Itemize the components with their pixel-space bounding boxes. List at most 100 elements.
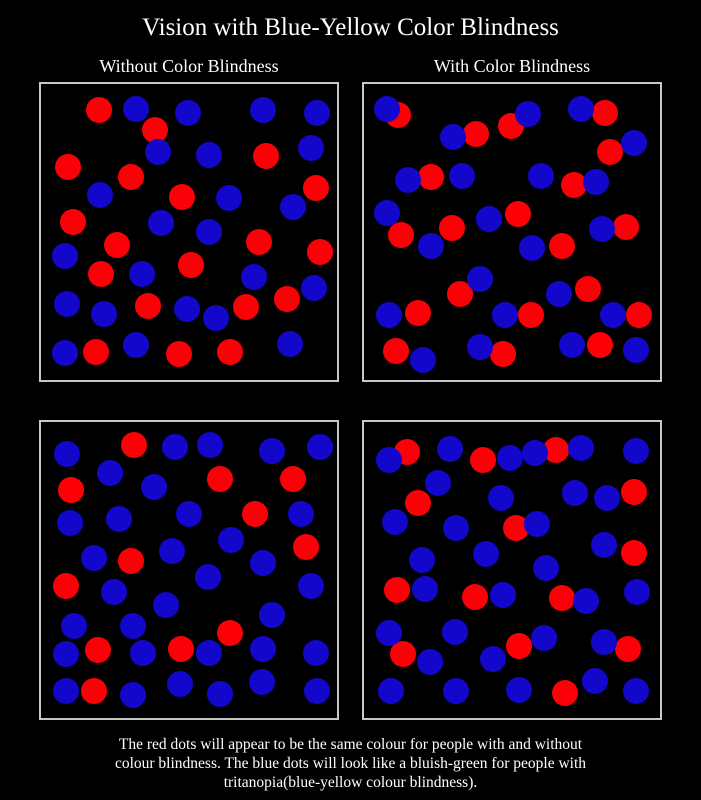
dot-blue — [376, 302, 402, 328]
dot-blue — [196, 640, 222, 666]
dot-blue — [440, 124, 466, 150]
dot-blue — [130, 640, 156, 666]
dot-red — [293, 534, 319, 560]
dot-blue — [378, 678, 404, 704]
caption-line: colour blindness. The blue dots will loo… — [0, 754, 701, 773]
dot-blue — [559, 332, 585, 358]
dot-blue — [488, 485, 514, 511]
dot-red — [388, 222, 414, 248]
dot-red — [169, 184, 195, 210]
dot-blue — [53, 678, 79, 704]
dot-blue — [524, 511, 550, 537]
dot-red — [615, 636, 641, 662]
dot-blue — [153, 592, 179, 618]
dot-blue — [196, 219, 222, 245]
dot-blue — [203, 305, 229, 331]
dot-blue — [562, 480, 588, 506]
dot-blue — [123, 96, 149, 122]
dot-blue — [298, 135, 324, 161]
dot-red — [58, 477, 84, 503]
dot-blue — [582, 668, 608, 694]
dot-red — [384, 577, 410, 603]
dot-blue — [304, 678, 330, 704]
dot-blue — [106, 506, 132, 532]
dot-blue — [250, 550, 276, 576]
dot-blue — [490, 582, 516, 608]
dot-blue — [591, 629, 617, 655]
dot-blue — [176, 501, 202, 527]
dot-blue — [196, 142, 222, 168]
dot-blue — [301, 275, 327, 301]
dot-red — [166, 341, 192, 367]
dot-blue — [623, 678, 649, 704]
dot-blue — [303, 640, 329, 666]
dot-blue — [412, 576, 438, 602]
dot-blue — [443, 678, 469, 704]
dot-blue — [241, 264, 267, 290]
dot-red — [621, 540, 647, 566]
dot-red — [121, 432, 147, 458]
dot-red — [60, 209, 86, 235]
dot-blue — [249, 669, 275, 695]
dot-red — [303, 175, 329, 201]
dot-red — [135, 293, 161, 319]
dot-red — [439, 215, 465, 241]
panel-bottom-left — [39, 420, 339, 720]
dot-red — [575, 276, 601, 302]
dot-blue — [443, 515, 469, 541]
dot-blue — [175, 100, 201, 126]
dot-blue — [277, 331, 303, 357]
dot-blue — [52, 340, 78, 366]
dot-blue — [515, 101, 541, 127]
dot-blue — [568, 96, 594, 122]
dot-blue — [216, 185, 242, 211]
dot-blue — [594, 485, 620, 511]
dot-blue — [418, 233, 444, 259]
dot-blue — [467, 334, 493, 360]
dot-red — [81, 678, 107, 704]
dot-blue — [583, 169, 609, 195]
dot-blue — [442, 619, 468, 645]
dot-blue — [259, 602, 285, 628]
dot-blue — [145, 139, 171, 165]
dot-red — [490, 341, 516, 367]
dot-red — [592, 100, 618, 126]
dot-blue — [61, 613, 87, 639]
dot-blue — [410, 347, 436, 373]
dot-red — [621, 479, 647, 505]
dot-red — [88, 261, 114, 287]
dot-red — [253, 143, 279, 169]
dot-blue — [449, 163, 475, 189]
dot-red — [85, 637, 111, 663]
dot-blue — [492, 302, 518, 328]
dot-blue — [374, 200, 400, 226]
dot-blue — [207, 681, 233, 707]
dot-blue — [120, 682, 146, 708]
dot-red — [53, 573, 79, 599]
vision-diagram: { "canvas": { "width": 701, "height": 80… — [0, 0, 701, 800]
panel-top-right — [362, 82, 662, 382]
caption: The red dots will appear to be the same … — [0, 735, 701, 792]
dot-blue — [480, 646, 506, 672]
dot-blue — [621, 130, 647, 156]
dot-blue — [528, 163, 554, 189]
dot-red — [242, 501, 268, 527]
dot-blue — [522, 440, 548, 466]
dot-blue — [476, 206, 502, 232]
dot-blue — [425, 470, 451, 496]
dot-blue — [624, 579, 650, 605]
dot-blue — [600, 302, 626, 328]
dot-blue — [307, 434, 333, 460]
dot-blue — [568, 435, 594, 461]
dot-red — [118, 548, 144, 574]
dot-blue — [382, 509, 408, 535]
dot-blue — [97, 460, 123, 486]
dot-blue — [288, 501, 314, 527]
dot-red — [405, 490, 431, 516]
dot-red — [626, 302, 652, 328]
dot-blue — [54, 291, 80, 317]
dot-blue — [298, 573, 324, 599]
dot-blue — [623, 438, 649, 464]
dot-red — [462, 584, 488, 610]
dot-red — [118, 164, 144, 190]
